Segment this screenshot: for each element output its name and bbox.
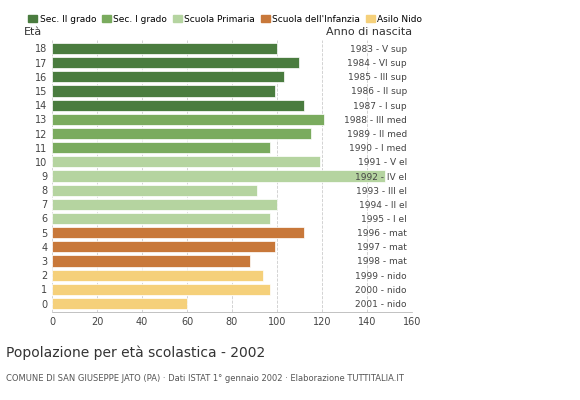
Bar xyxy=(52,270,263,281)
Bar xyxy=(52,156,320,167)
Bar xyxy=(52,100,304,111)
Bar xyxy=(52,241,275,252)
Bar xyxy=(52,185,257,196)
Text: Popolazione per età scolastica - 2002: Popolazione per età scolastica - 2002 xyxy=(6,346,265,360)
Bar xyxy=(52,114,324,125)
Text: COMUNE DI SAN GIUSEPPE JATO (PA) · Dati ISTAT 1° gennaio 2002 · Elaborazione TUT: COMUNE DI SAN GIUSEPPE JATO (PA) · Dati … xyxy=(6,374,404,383)
Bar xyxy=(52,199,277,210)
Text: Anno di nascita: Anno di nascita xyxy=(327,27,412,37)
Bar xyxy=(52,256,250,266)
Bar xyxy=(52,71,284,82)
Bar xyxy=(52,213,270,224)
Legend: Sec. II grado, Sec. I grado, Scuola Primaria, Scuola dell'Infanzia, Asilo Nido: Sec. II grado, Sec. I grado, Scuola Prim… xyxy=(24,11,426,27)
Bar xyxy=(52,43,277,54)
Bar xyxy=(52,227,304,238)
Bar xyxy=(52,57,299,68)
Bar xyxy=(52,86,275,96)
Text: Età: Età xyxy=(23,27,42,37)
Bar xyxy=(52,284,270,295)
Bar xyxy=(52,298,187,309)
Bar xyxy=(52,128,311,139)
Bar xyxy=(52,142,270,153)
Bar xyxy=(52,170,385,182)
